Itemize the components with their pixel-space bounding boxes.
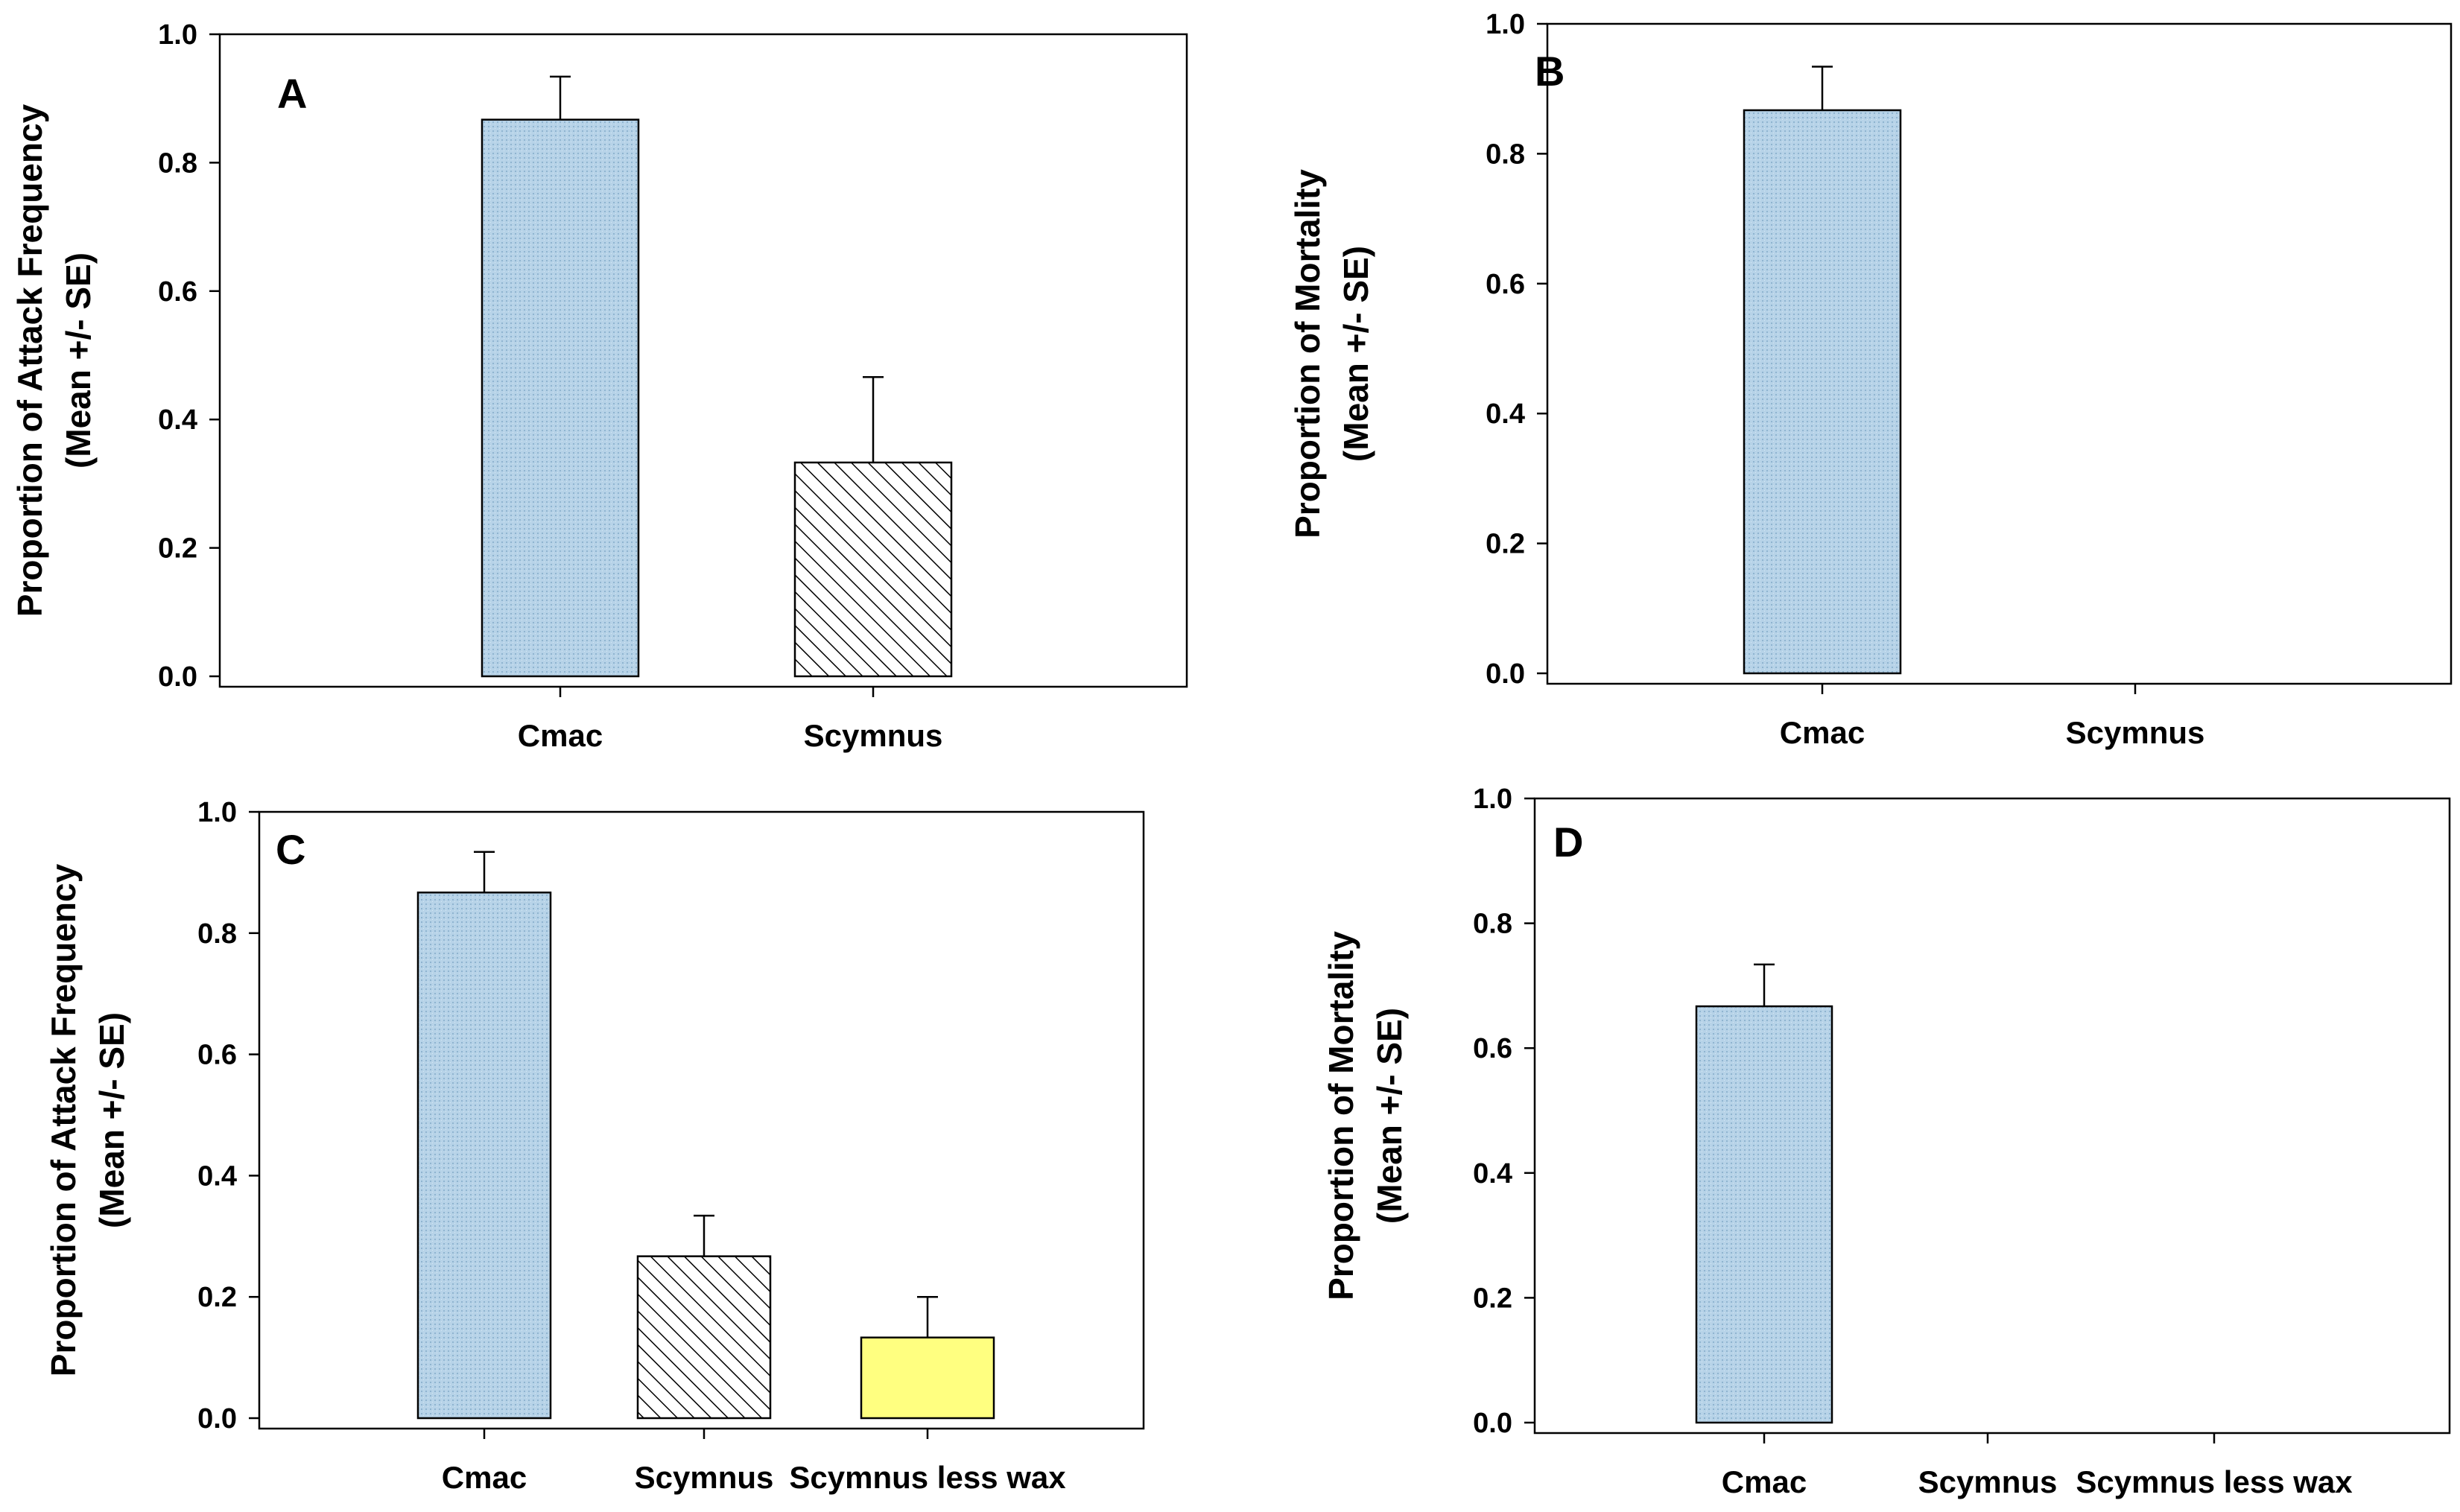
bar-cmac	[1743, 109, 1902, 675]
panel-c: 0.0 0.2 0.4 0.6 0.8 1.0 Proportion of Attack F…	[44, 797, 1145, 1495]
plot-frame	[218, 33, 1188, 688]
y-axis-title: Proportion of Mortality	[1288, 169, 1327, 539]
y-tick-label: 0.2	[158, 533, 197, 565]
x-category-label: Scymnus	[1918, 1464, 2058, 1499]
panel-d: 0.0 0.2 0.4 0.6 0.8 1.0 Proportion of Mortalit…	[1322, 784, 2451, 1499]
x-category-label: Cmac	[518, 718, 603, 753]
y-axis-subtitle: (Mean +/- SE)	[1337, 246, 1375, 462]
bar-cmac	[481, 118, 640, 678]
y-tick-label: 1.0	[158, 19, 197, 51]
y-tick-label: 0.6	[1473, 1033, 1512, 1064]
y-tick-label: 0.4	[1486, 398, 1525, 430]
bar-scymnus-less-wax	[860, 1336, 995, 1420]
x-category-label: Cmac	[1780, 715, 1865, 750]
y-axis-title: Proportion of Mortality	[1322, 931, 1360, 1300]
x-category-label: Scymnus	[804, 718, 943, 753]
y-tick-label: 0.4	[1473, 1158, 1512, 1189]
panel-b: 0.0 0.2 0.4 0.6 0.8 1.0 Proportion of Mortalit…	[1288, 9, 2453, 750]
x-category-label: Scymnus less wax	[2076, 1464, 2353, 1499]
x-category-label: Scymnus less wax	[789, 1460, 1066, 1495]
bar-cmac	[1695, 1005, 1833, 1424]
y-tick-label: 0.0	[1486, 658, 1525, 690]
y-tick-label: 0.8	[1486, 139, 1525, 170]
y-tick-label: 0.4	[158, 404, 197, 436]
y-tick-label: 1.0	[197, 797, 237, 828]
y-tick-label: 0.6	[1486, 269, 1525, 300]
y-tick-label: 1.0	[1486, 9, 1525, 40]
y-axis-subtitle: (Mean +/- SE)	[92, 1012, 131, 1228]
panel-letter: C	[276, 826, 305, 873]
y-axis-title: Proportion of Attack Frequency	[10, 104, 49, 617]
y-tick-label: 1.0	[1473, 784, 1512, 815]
x-category-label: Scymnus	[2066, 715, 2205, 750]
y-axis-subtitle: (Mean +/- SE)	[1370, 1008, 1409, 1224]
plot-frame	[1546, 22, 2453, 685]
x-category-label: Cmac	[1722, 1464, 1807, 1499]
plot-frame	[1533, 797, 2451, 1435]
panel-a: 0.0 0.2 0.4 0.6 0.8 1.0 Proportion of Attack F…	[10, 19, 1188, 753]
y-tick-label: 0.0	[158, 661, 197, 693]
y-tick-label: 0.2	[1486, 529, 1525, 560]
panel-letter: D	[1553, 819, 1583, 865]
x-category-label: Cmac	[442, 1460, 527, 1495]
x-category-label: Scymnus	[635, 1460, 774, 1495]
y-tick-label: 0.2	[1473, 1283, 1512, 1314]
plot-frame	[258, 810, 1145, 1430]
panel-letter: A	[277, 70, 307, 117]
y-tick-label: 0.6	[158, 276, 197, 308]
y-tick-label: 0.0	[197, 1403, 237, 1435]
y-tick-label: 0.0	[1473, 1408, 1512, 1439]
y-axis-subtitle: (Mean +/- SE)	[59, 252, 98, 468]
bar-scymnus	[793, 461, 953, 678]
bar-cmac	[416, 892, 552, 1420]
y-tick-label: 0.8	[197, 918, 237, 950]
y-tick-label: 0.4	[197, 1160, 237, 1192]
y-tick-label: 0.8	[1473, 909, 1512, 940]
y-tick-label: 0.2	[197, 1282, 237, 1313]
y-tick-label: 0.6	[197, 1040, 237, 1071]
bar-scymnus	[636, 1255, 772, 1420]
panel-letter: B	[1535, 48, 1565, 95]
y-tick-label: 0.8	[158, 147, 197, 179]
y-axis-title: Proportion of Attack Frequency	[44, 863, 83, 1376]
